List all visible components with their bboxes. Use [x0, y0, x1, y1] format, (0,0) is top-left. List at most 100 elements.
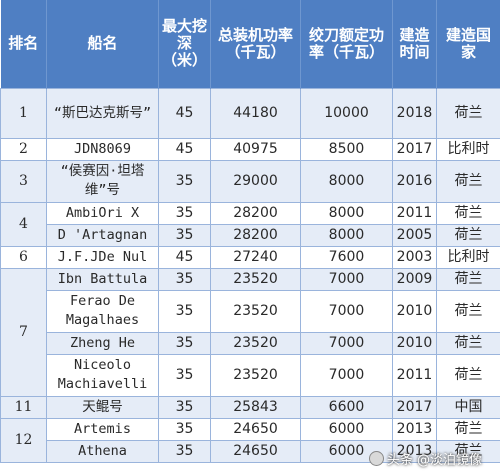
cell-cutter-power: 8000 [300, 223, 393, 247]
cell-country: 荷兰 [436, 439, 500, 463]
cell-depth: 35 [158, 201, 211, 225]
cell-ship-name: Athena [46, 439, 159, 463]
cell-rank: 7 [0, 267, 47, 397]
table-row: Zheng He 35 23520 7000 2010 荷兰 [1, 331, 500, 355]
cell-country: 荷兰 [436, 289, 500, 333]
cell-ship-name: Zheng He [46, 331, 159, 355]
cell-cutter-power: 7000 [300, 331, 393, 355]
cell-ship-name: JDN8069 [46, 137, 159, 161]
header-build-year: 建造时间 [392, 0, 437, 88]
table-row: Athena 35 24650 6000 2013 荷兰 [1, 439, 500, 463]
cell-year: 2003 [392, 245, 437, 269]
watermark-text: 头条 @淡泊镜像 [386, 453, 482, 468]
cell-total-power: 23520 [210, 289, 301, 333]
cell-cutter-power: 7000 [300, 353, 393, 397]
cell-cutter-power: 7000 [300, 289, 393, 333]
cell-country: 荷兰 [436, 87, 500, 139]
cell-country: 荷兰 [436, 159, 500, 203]
cell-ship-name: D 'Artagnan [46, 223, 159, 247]
cell-depth: 35 [158, 439, 211, 463]
cell-total-power: 44180 [210, 87, 301, 139]
header-rank: 排名 [0, 0, 47, 88]
cell-depth: 35 [158, 289, 211, 333]
cell-year: 2017 [392, 137, 437, 161]
cell-cutter-power: 8000 [300, 159, 393, 203]
cell-total-power: 24650 [210, 417, 301, 441]
cell-cutter-power: 7600 [300, 245, 393, 269]
cell-country: 荷兰 [436, 353, 500, 397]
cell-year: 2011 [392, 201, 437, 225]
cell-total-power: 40975 [210, 137, 301, 161]
cell-total-power: 23520 [210, 353, 301, 397]
cell-ship-name: Ferao De Magalhaes [46, 289, 159, 333]
cell-cutter-power: 6600 [300, 395, 393, 419]
cell-ship-name: “斯巴达克斯号” [46, 87, 159, 139]
table-row: Ferao De Magalhaes 35 23520 7000 2010 荷兰 [1, 289, 500, 333]
cell-cutter-power: 6000 [300, 417, 393, 441]
table-row: Niceolo Machiavelli 35 23520 7000 2011 荷… [1, 353, 500, 397]
cell-total-power: 28200 [210, 201, 301, 225]
cell-depth: 35 [158, 395, 211, 419]
cell-depth: 45 [158, 87, 211, 139]
cell-year: 2016 [392, 159, 437, 203]
cell-country: 荷兰 [436, 201, 500, 225]
cell-country: 荷兰 [436, 223, 500, 247]
cell-depth: 35 [158, 267, 211, 291]
header-ship-name: 船名 [46, 0, 159, 88]
cell-rank: 4 [0, 201, 47, 247]
cell-depth: 45 [158, 137, 211, 161]
cell-rank: 12 [0, 417, 47, 463]
header-total-power: 总装机功率（千瓦） [210, 0, 301, 88]
table-row: 7 Ibn Battula 35 23520 7000 2009 荷兰 [0, 267, 500, 397]
cell-rank: 2 [0, 137, 47, 161]
cell-cutter-power: 7000 [300, 267, 393, 291]
table-row: D 'Artagnan 35 28200 8000 2005 荷兰 [1, 223, 500, 247]
header-max-depth: 最大挖深（米） [158, 0, 211, 88]
cell-year: 2018 [392, 87, 437, 139]
table-row: 12 Artemis 35 24650 6000 2013 荷兰 [0, 417, 500, 463]
cell-depth: 35 [158, 159, 211, 203]
cell-total-power: 27240 [210, 245, 301, 269]
table-header-row: 排名 船名 最大挖深（米） 总装机功率（千瓦） 绞刀额定功率（千瓦） 建造时间 … [0, 0, 500, 88]
cell-country: 比利时 [436, 245, 500, 269]
cell-rank: 1 [0, 87, 47, 139]
table-row: 1 “斯巴达克斯号” 45 44180 10000 2018 荷兰 [0, 87, 500, 139]
watermark-logo-icon [368, 451, 384, 466]
header-cutter-power: 绞刀额定功率（千瓦） [300, 0, 393, 88]
table-row: 11 天鲲号 35 25843 6600 2017 中国 [0, 395, 500, 419]
cell-country: 比利时 [436, 137, 500, 161]
cell-total-power: 23520 [210, 267, 301, 291]
cell-year: 2011 [392, 353, 437, 397]
cell-ship-name: Artemis [46, 417, 159, 441]
cell-country: 中国 [436, 395, 500, 419]
cell-year: 2009 [392, 267, 437, 291]
watermark: 头条 @淡泊镜像 [368, 449, 482, 468]
cell-year: 2010 [392, 289, 437, 333]
cell-year: 2010 [392, 331, 437, 355]
cell-cutter-power: 10000 [300, 87, 393, 139]
cell-cutter-power: 8000 [300, 201, 393, 225]
cell-depth: 35 [158, 353, 211, 397]
table-row: 2 JDN8069 45 40975 8500 2017 比利时 [0, 137, 500, 161]
cell-total-power: 23520 [210, 331, 301, 355]
cell-rank: 3 [0, 159, 47, 203]
cell-total-power: 24650 [210, 439, 301, 463]
cell-country: 荷兰 [436, 417, 500, 441]
cell-depth: 45 [158, 245, 211, 269]
cell-country: 荷兰 [436, 267, 500, 291]
cell-rank: 6 [0, 245, 47, 269]
cell-ship-name: “侯赛因·坦塔维”号 [46, 159, 159, 203]
cell-rank: 11 [0, 395, 47, 419]
cell-depth: 35 [158, 331, 211, 355]
cell-country: 荷兰 [436, 331, 500, 355]
table-row: 6 J.F.JDe Nul 45 27240 7600 2003 比利时 [0, 245, 500, 269]
cell-total-power: 28200 [210, 223, 301, 247]
cell-year: 2013 [392, 439, 437, 463]
cell-year: 2017 [392, 395, 437, 419]
cell-depth: 35 [158, 417, 211, 441]
cell-year: 2013 [392, 417, 437, 441]
cell-ship-name: Niceolo Machiavelli [46, 353, 159, 397]
cell-total-power: 29000 [210, 159, 301, 203]
